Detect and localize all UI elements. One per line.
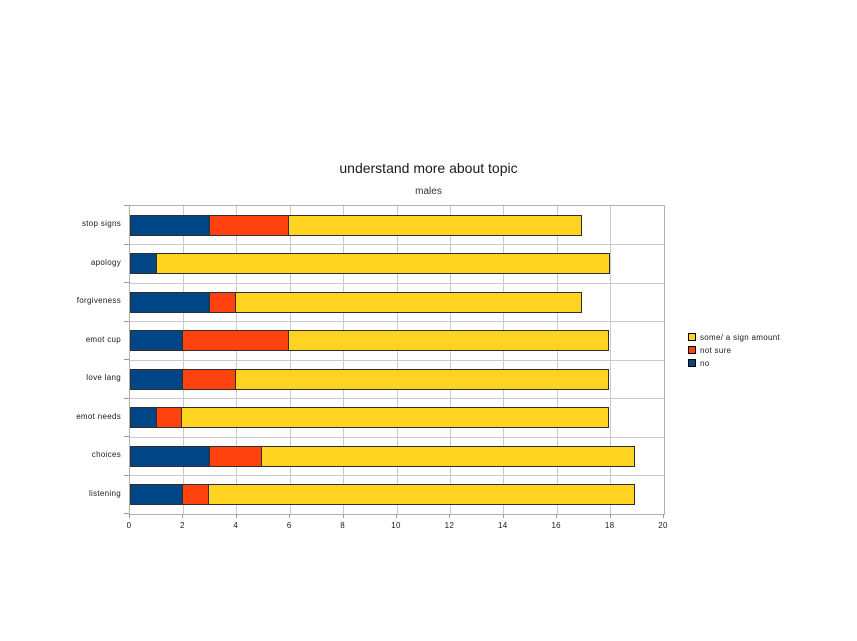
x-axis-tick [396,514,397,518]
x-axis-label: 10 [391,521,401,530]
x-axis-label: 14 [498,521,508,530]
x-axis-label: 12 [444,521,455,530]
bar-segment-not-sure [155,407,183,429]
legend-label: not sure [700,345,732,355]
bar-segment-some-a-sign-amount [155,253,610,275]
y-axis-label: stop signs [81,219,121,229]
legend: some/ a sign amount not sure no [688,331,780,370]
plot-area [129,205,665,515]
bar-row [130,445,636,467]
legend-label: no [700,358,710,368]
legend-item: no [688,357,780,369]
bar-segment-no [130,253,157,275]
x-axis-tick [502,514,504,518]
legend-swatch-icon [688,333,696,341]
y-axis-tick [124,243,129,245]
x-axis-tick [235,514,237,518]
x-axis-label: 2 [180,521,185,530]
legend-label: some/ a sign amount [700,332,780,342]
x-axis-tick [556,514,558,518]
y-axis-label: apology [90,257,121,267]
x-axis-tick [182,514,184,518]
bar-segment-no [130,330,184,352]
x-axis-tick [449,514,451,518]
x-axis-label: 0 [126,521,132,530]
bar-row [130,253,610,275]
x-axis-label: 4 [233,521,239,530]
legend-item: not sure [688,344,780,356]
y-axis-label: listening [88,488,121,498]
y-axis-tick [124,397,129,399]
bar-row [130,291,582,313]
bar-segment-not-sure [209,214,290,236]
bar-segment-no [130,291,211,313]
bar-segment-some-a-sign-amount [261,445,636,467]
bar-segment-some-a-sign-amount [288,330,609,352]
y-axis-tick [124,436,129,437]
horizontal-gridline [130,436,664,438]
horizontal-gridline [130,398,664,399]
bar-segment-some-a-sign-amount [208,484,636,506]
x-axis-tick [609,514,611,518]
bar-segment-not-sure [209,291,236,313]
bar-segment-no [130,445,211,467]
legend-item: some/ a sign amount [688,331,780,343]
x-axis-label: 6 [286,521,292,530]
y-axis-tick [124,513,129,514]
bar-segment-some-a-sign-amount [234,368,609,390]
y-axis-label: emot needs [76,411,121,421]
x-axis-label: 20 [658,521,668,530]
bar-segment-some-a-sign-amount [181,407,609,429]
x-axis-tick [663,514,664,518]
bar-row [130,330,609,352]
bar-row [130,407,609,429]
legend-swatch-icon [688,359,696,367]
chart-subtitle: males [415,186,442,197]
horizontal-gridline [130,321,664,322]
legend-swatch-icon [688,346,696,354]
y-axis-tick [124,205,129,206]
y-axis-tick [124,359,129,360]
y-axis-label: choices [91,450,121,460]
bar-segment-not-sure [182,330,290,352]
bar-segment-no [130,368,184,390]
x-axis-tick [342,514,344,518]
x-axis-label: 18 [604,521,615,530]
bar-segment-not-sure [209,445,263,467]
bar-row [130,214,582,236]
y-axis-tick [124,474,129,476]
y-axis-label: forgiveness [76,296,121,306]
horizontal-gridline [130,244,664,245]
bar-segment-no [130,407,157,429]
bar-segment-some-a-sign-amount [288,214,582,236]
horizontal-gridline [130,359,664,361]
y-axis-label: emot cup [85,334,121,344]
bar-segment-no [130,214,211,236]
horizontal-gridline [130,282,664,284]
bar-segment-no [130,484,184,506]
x-axis-label: 8 [340,521,345,530]
x-axis-tick [289,514,291,518]
y-axis-label: love lang [86,373,121,383]
bar-row [130,484,636,506]
y-axis-tick [124,320,129,322]
y-axis-tick [124,282,129,283]
x-axis-tick [129,514,130,518]
x-axis-label: 16 [551,521,561,530]
bar-segment-not-sure [182,484,210,506]
horizontal-gridline [130,475,664,476]
bar-row [130,368,609,390]
chart-title: understand more about topic [339,160,518,176]
bar-segment-some-a-sign-amount [234,291,582,313]
bar-segment-not-sure [182,368,236,390]
